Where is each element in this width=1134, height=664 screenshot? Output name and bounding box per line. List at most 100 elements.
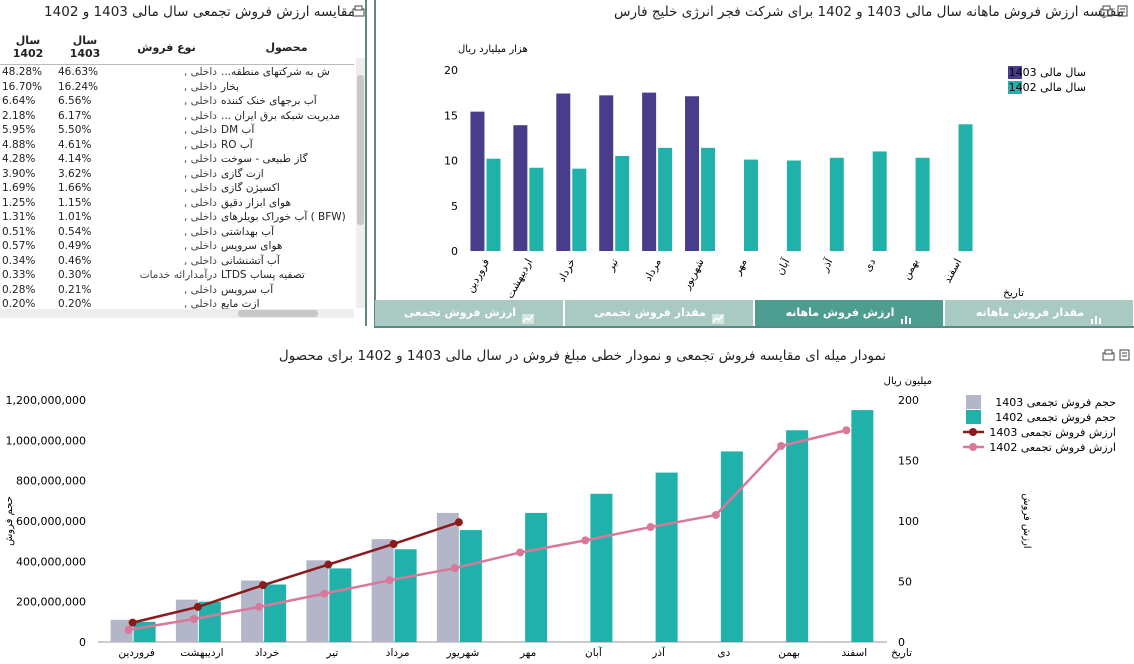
table-cell: 6.56% <box>58 95 92 108</box>
table-panel-header: مقایسه ارزش فروش تجمعی سال مالی 1403 و 1… <box>0 0 365 24</box>
y-tick-label: 15 <box>444 109 458 122</box>
export-icon[interactable] <box>352 5 365 17</box>
table-cell: آب برجهای خنک کننده <box>221 95 317 108</box>
table-cell: ... مدیریت شبکه برق ایران <box>221 109 340 122</box>
table-row[interactable]: LTDS تصفیه پساب درآمدارائه خدمات 0.30% 0.33… <box>0 268 354 283</box>
legend-swatch <box>966 395 981 409</box>
y-axis-label: هزار میلیارد ریال <box>458 44 528 55</box>
vertical-scroll-thumb[interactable] <box>357 75 364 225</box>
bar-1402 <box>701 147 716 251</box>
table-cell: 1.69% <box>2 182 36 195</box>
table-row[interactable]: ازت گازی داخلی , 3.62% 3.90% <box>0 167 354 182</box>
table-cell: داخلی , <box>184 283 217 296</box>
table-cell: 1.31% <box>2 211 36 224</box>
bar-cum-1403 <box>371 539 394 642</box>
y2-tick-label: 0 <box>898 636 905 649</box>
col-header-type[interactable]: نوع فروش <box>114 30 219 65</box>
legend-label: ارزش فروش تجمعی 1402 <box>989 441 1116 454</box>
x-tick-label: دی <box>717 647 730 659</box>
table-cell: 4.88% <box>2 138 36 151</box>
line-chart-icon <box>711 308 724 324</box>
cumulative-chart-title: نمودار میله ای مقایسه فروش تجمعی و نمودا… <box>278 348 886 364</box>
y-tick-label: 20 <box>444 64 458 77</box>
tab-3[interactable]: مقدار فروش ماهانه <box>945 300 1133 326</box>
table-row[interactable]: بخار داخلی , 16.24% 16.70% <box>0 80 354 95</box>
horizontal-scrollbar[interactable] <box>0 309 354 318</box>
line-point <box>189 615 198 624</box>
table-row[interactable]: ...ش به شرکتهای منطقه داخلی , 46.63% 48.28% <box>0 65 354 80</box>
y-tick-label: 800,000,000 <box>16 475 86 488</box>
bar-1402 <box>572 168 587 251</box>
legend-label: سال مالی 1403 <box>1009 66 1086 79</box>
table-cell: آب سرویس <box>221 283 274 296</box>
line-point <box>711 510 720 519</box>
x-tick-label: بهمن <box>900 257 921 282</box>
line-point <box>128 618 137 627</box>
bar-cum-1402 <box>459 530 482 642</box>
line-point <box>320 589 329 598</box>
table-cell: داخلی , <box>184 109 217 122</box>
table-cell: 1.01% <box>58 211 92 224</box>
table-cell: 4.61% <box>58 138 92 151</box>
bar-cum-1402 <box>590 493 613 642</box>
line-point <box>646 523 655 532</box>
table-row[interactable]: هوای سرویس داخلی , 0.49% 0.57% <box>0 239 354 254</box>
line-point <box>842 426 851 435</box>
table-cell: هوای ابزار دقیق <box>221 196 292 209</box>
document-icon[interactable] <box>1118 349 1131 361</box>
document-icon[interactable] <box>1116 5 1129 17</box>
x-tick-label: دی <box>862 256 879 273</box>
table-cell: 0.57% <box>2 240 36 253</box>
bar-cum-1402 <box>264 584 287 642</box>
monthly-chart-header: مقایسه ارزش فروش ماهانه سال مالی 1403 و … <box>376 0 1134 24</box>
table-row[interactable]: اکسیژن گازی داخلی , 1.66% 1.69% <box>0 181 354 196</box>
line-1403 <box>132 521 460 624</box>
line-point <box>124 625 133 634</box>
x-tick-label: اردیبهشت <box>180 647 223 659</box>
export-icon[interactable] <box>1102 349 1115 361</box>
table-cell: درآمدارائه خدمات <box>139 269 217 282</box>
export-icon[interactable] <box>1100 5 1113 17</box>
table-cell: 3.62% <box>58 167 92 180</box>
table-row[interactable]: ازت مایع داخلی , 0.20% 0.20% <box>0 297 354 312</box>
table-cell: 2.18% <box>2 109 36 122</box>
table-row[interactable]: آب برجهای خنک کننده داخلی , 6.56% 6.64% <box>0 94 354 109</box>
table-cell: ازت مایع <box>221 298 260 311</box>
table-row[interactable]: آب خوراک بویلرهای ( BFW) داخلی , 1.01% 1.31… <box>0 210 354 225</box>
table-row[interactable]: ... مدیریت شبکه برق ایران داخلی , 6.17% 2.1… <box>0 109 354 124</box>
table-cell: داخلی , <box>184 225 217 238</box>
table-row[interactable]: آب آتشنشانی داخلی , 0.46% 0.34% <box>0 254 354 269</box>
table-row[interactable]: آب بهداشتی داخلی , 0.54% 0.51% <box>0 225 354 240</box>
table-row[interactable]: آب سرویس داخلی , 0.21% 0.28% <box>0 283 354 298</box>
bar-cum-1402 <box>394 549 417 642</box>
tab-2[interactable]: ارزش فروش ماهانه <box>755 300 943 326</box>
table-cell: گاز طبیعی - سوخت <box>221 153 308 166</box>
horizontal-scroll-thumb[interactable] <box>238 310 318 317</box>
table-row[interactable]: هوای ابزار دقیق داخلی , 1.15% 1.25% <box>0 196 354 211</box>
table-cell: RO آب <box>221 138 253 151</box>
table-cell: 3.90% <box>2 167 36 180</box>
bar-1402 <box>743 159 758 251</box>
x-tick-label: مرداد <box>386 647 410 659</box>
table-cell: 4.14% <box>58 153 92 166</box>
legend-marker <box>969 428 977 436</box>
table-cell: 0.46% <box>58 254 92 267</box>
table-row[interactable]: DM آب داخلی , 5.50% 5.95% <box>0 123 354 138</box>
tab-1[interactable]: مقدار فروش تجمعی <box>565 300 753 326</box>
table-cell: داخلی , <box>184 80 217 93</box>
table-cell: هوای سرویس <box>221 240 283 253</box>
tab-0[interactable]: ارزش فروش تجمعی <box>375 300 563 326</box>
table-row[interactable]: RO آب داخلی , 4.61% 4.88% <box>0 138 354 153</box>
table-row[interactable]: گاز طبیعی - سوخت داخلی , 4.14% 4.28% <box>0 152 354 167</box>
line-point <box>454 518 463 527</box>
line-point <box>389 539 398 548</box>
col-header-1403[interactable]: سال 1403 <box>56 30 114 65</box>
table-cell: 0.20% <box>58 298 92 311</box>
table-cell: داخلی , <box>184 124 217 137</box>
bar-1402 <box>958 124 973 251</box>
bar-cum-1402 <box>786 430 809 642</box>
x-tick-label: مهر <box>731 257 750 278</box>
col-header-1402[interactable]: سال 1402 <box>0 30 56 65</box>
y2-tick-label: 100 <box>898 515 919 528</box>
col-header-product[interactable]: محصول <box>219 30 354 65</box>
